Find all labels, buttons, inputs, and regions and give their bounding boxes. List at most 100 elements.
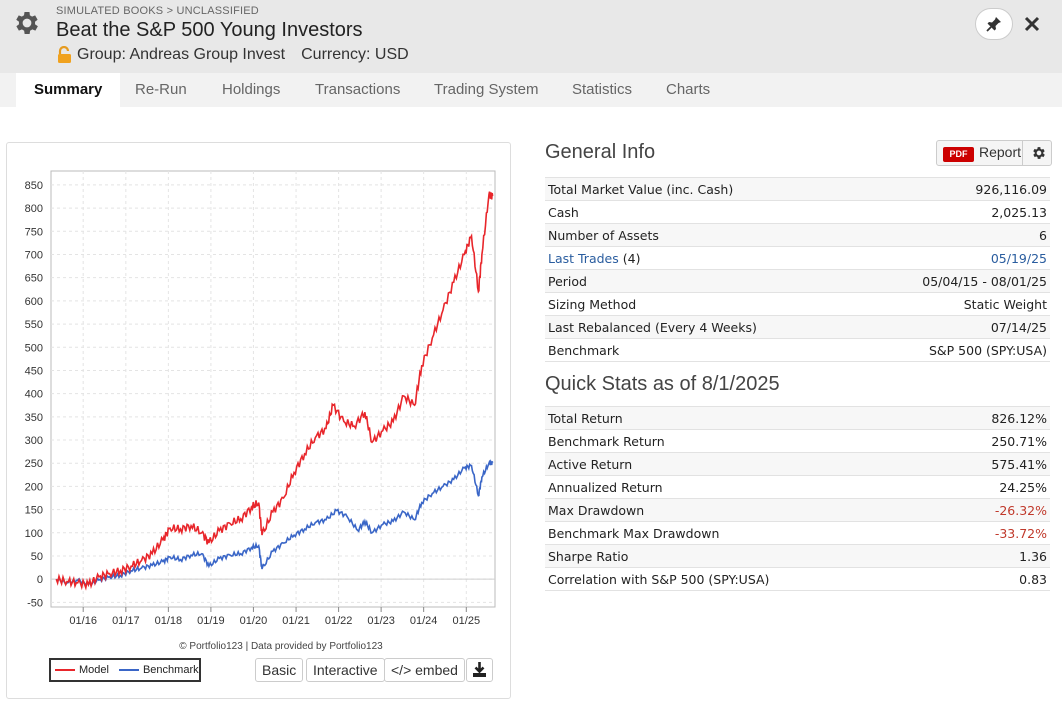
table-row: Number of Assets 6	[545, 223, 1050, 247]
group-label: Group: Andreas Group Invest	[77, 46, 286, 63]
x-tick-label: 01/25	[453, 615, 481, 627]
x-tick-label: 01/16	[69, 615, 97, 627]
row-label: Benchmark Max Drawdown	[545, 521, 943, 545]
table-row: Annualized Return 24.25%	[545, 475, 1050, 499]
table-row: Max Drawdown -26.32%	[545, 498, 1050, 522]
breadcrumb[interactable]: SIMULATED BOOKS > UNCLASSIFIED	[56, 5, 259, 17]
table-row: Sharpe Ratio 1.36	[545, 544, 1050, 568]
x-tick-label: 01/24	[410, 615, 438, 627]
tab-bar: Summary Re-Run Holdings Transactions Tra…	[0, 73, 1062, 107]
chart-credit: © Portfolio123 | Data provided by Portfo…	[179, 641, 383, 652]
row-label: Total Market Value (inc. Cash)	[545, 177, 859, 201]
x-tick-label: 01/21	[282, 615, 310, 627]
quick-stats-table: Total Return 826.12% Benchmark Return 25…	[545, 406, 1050, 591]
legend-model-label[interactable]: Model	[79, 664, 109, 676]
table-row: Sizing Method Static Weight	[545, 292, 1050, 316]
embed-button[interactable]: </> embed	[384, 658, 465, 682]
info-panel: General Info PDF Report Total Market Val…	[545, 140, 1052, 591]
row-label: Max Drawdown	[545, 498, 943, 522]
table-row: Benchmark Max Drawdown -33.72%	[545, 521, 1050, 545]
y-tick-label: 300	[25, 435, 43, 447]
row-label: Benchmark	[545, 338, 859, 362]
row-label: Sharpe Ratio	[545, 544, 943, 568]
y-tick-label: 400	[25, 389, 43, 401]
plot-area	[50, 170, 496, 608]
row-label: Sizing Method	[545, 292, 859, 316]
row-value: Static Weight	[858, 292, 1050, 316]
lock-open-icon	[58, 46, 71, 63]
pin-icon	[986, 17, 1001, 32]
legend-model-swatch	[55, 669, 75, 671]
last-trades-date-link[interactable]: 05/19/25	[858, 246, 1050, 270]
row-label: Correlation with S&P 500 (SPY:USA)	[545, 567, 943, 591]
tab-statistics[interactable]: Statistics	[572, 81, 633, 98]
row-label: Active Return	[545, 452, 943, 476]
performance-chart[interactable]: -50 0 50 100 150 200 250 300 350 400 450 500 550 600 6…	[7, 143, 512, 653]
table-row: Benchmark S&P 500 (SPY:USA)	[545, 338, 1050, 362]
table-row: Total Market Value (inc. Cash) 926,116.0…	[545, 177, 1050, 201]
settings-gear-icon[interactable]	[12, 8, 42, 38]
download-button[interactable]	[466, 658, 493, 682]
y-tick-label: 100	[25, 528, 43, 540]
tab-transactions[interactable]: Transactions	[315, 81, 401, 98]
row-label: Total Return	[545, 406, 943, 430]
tab-trading-system[interactable]: Trading System	[434, 81, 539, 98]
chart-legend: Model Benchmark	[49, 658, 201, 682]
y-tick-label: 550	[25, 319, 43, 331]
last-trades-link[interactable]: Last Trades	[548, 250, 619, 266]
row-value: 1.36	[942, 544, 1050, 568]
row-label: Number of Assets	[545, 223, 859, 247]
tab-charts[interactable]: Charts	[666, 81, 711, 98]
y-tick-label: 750	[25, 226, 43, 238]
interactive-button[interactable]: Interactive	[306, 658, 385, 682]
pdf-report-button[interactable]: PDF Report	[937, 141, 1022, 165]
table-row: Cash 2,025.13	[545, 200, 1050, 224]
report-settings-gear-icon[interactable]	[1031, 145, 1047, 161]
table-row: Period 05/04/15 - 08/01/25	[545, 269, 1050, 293]
y-tick-label: 450	[25, 365, 43, 377]
row-value: 0.83	[942, 567, 1050, 591]
report-separator	[1022, 141, 1023, 165]
legend-benchmark-swatch	[118, 669, 139, 671]
y-tick-label: -50	[27, 597, 43, 609]
y-tick-label: 800	[25, 203, 43, 215]
row-value: S&P 500 (SPY:USA)	[858, 338, 1050, 362]
row-value: 07/14/25	[858, 315, 1050, 339]
y-tick-label: 850	[25, 180, 43, 192]
close-button[interactable]	[1020, 10, 1044, 38]
performance-chart-panel: -50 0 50 100 150 200 250 300 350 400 450 500 550 600 6…	[6, 142, 511, 699]
table-row: Total Return 826.12%	[545, 406, 1050, 430]
basic-button[interactable]: Basic	[255, 658, 304, 682]
table-row: Correlation with S&P 500 (SPY:USA) 0.83	[545, 567, 1050, 591]
report-button-group: PDF Report	[936, 140, 1052, 166]
y-tick-label: 600	[25, 296, 43, 308]
table-row: Last Trades (4) 05/19/25	[545, 246, 1050, 270]
row-value: 2,025.13	[858, 200, 1050, 224]
table-row: Last Rebalanced (Every 4 Weeks) 07/14/25	[545, 315, 1050, 339]
x-tick-label: 01/18	[155, 615, 183, 627]
y-tick-label: 0	[37, 574, 43, 586]
report-label: Report	[979, 144, 1022, 160]
pin-button[interactable]	[975, 8, 1013, 40]
row-value: -26.32%	[942, 498, 1050, 522]
row-label: Benchmark Return	[545, 429, 943, 453]
header: SIMULATED BOOKS > UNCLASSIFIED Beat the …	[0, 0, 1062, 73]
x-tick-label: 01/23	[367, 615, 395, 627]
close-icon	[1024, 16, 1040, 32]
row-value: 05/04/15 - 08/01/25	[858, 269, 1050, 293]
y-tick-label: 250	[25, 458, 43, 470]
quick-stats-heading: Quick Stats as of 8/1/2025	[545, 373, 780, 395]
table-row: Benchmark Return 250.71%	[545, 429, 1050, 453]
tab-re-run[interactable]: Re-Run	[135, 81, 187, 98]
pdf-badge: PDF	[943, 147, 974, 162]
row-value: 6	[858, 223, 1050, 247]
x-tick-label: 01/20	[240, 615, 268, 627]
legend-benchmark-label[interactable]: Benchmark	[142, 664, 199, 676]
y-tick-label: 200	[25, 481, 43, 493]
row-value: 24.25%	[942, 475, 1050, 499]
tab-holdings[interactable]: Holdings	[222, 81, 281, 98]
tab-summary[interactable]: Summary	[16, 73, 121, 107]
group-currency-line: Group: Andreas Group Invest Currency: USD	[77, 46, 409, 64]
row-value: 826.12%	[942, 406, 1050, 430]
general-info-table: Total Market Value (inc. Cash) 926,116.0…	[545, 177, 1050, 362]
